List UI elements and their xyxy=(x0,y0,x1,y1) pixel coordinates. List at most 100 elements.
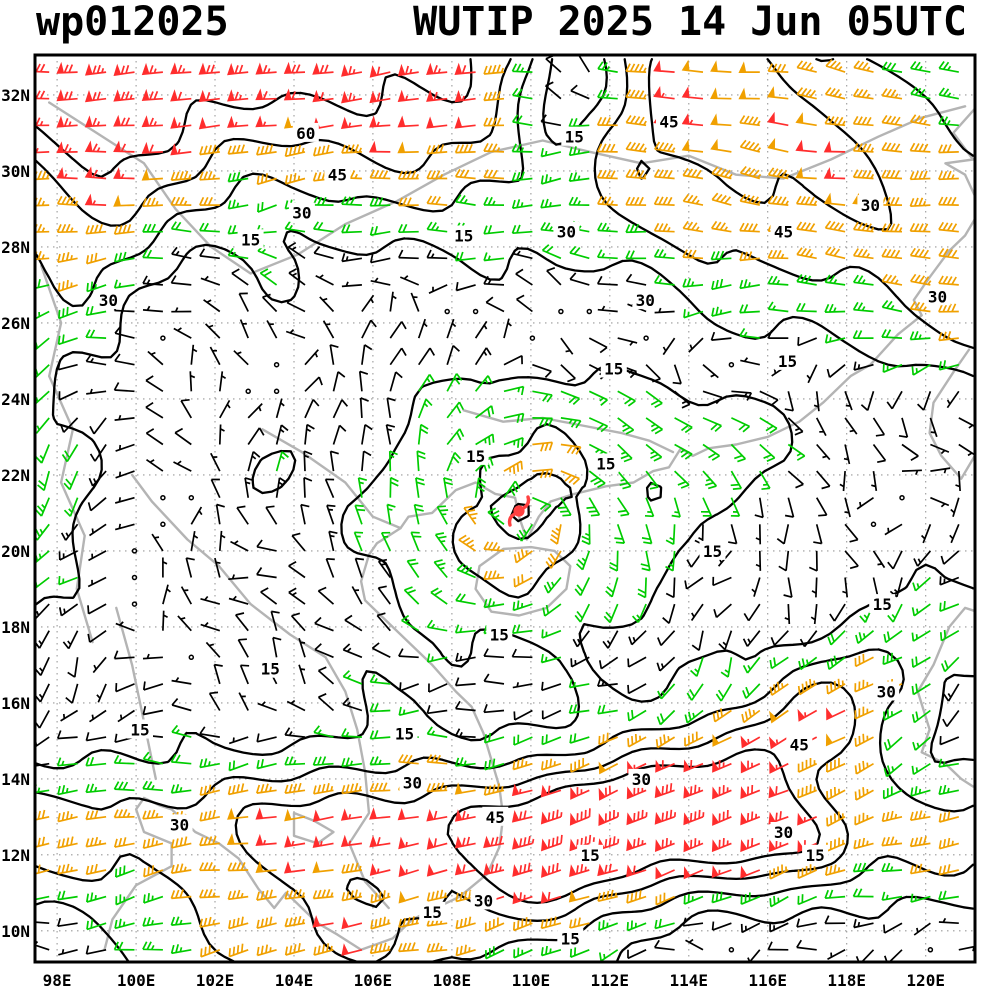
wind-barb xyxy=(712,576,732,587)
wind-barb xyxy=(796,918,817,928)
wind-barb xyxy=(824,889,846,900)
contour-label: 15 xyxy=(261,660,280,679)
wind-barb xyxy=(511,624,533,634)
wind-barb xyxy=(426,754,448,765)
wind-barb xyxy=(410,531,422,552)
wind-barb xyxy=(540,221,561,233)
wind-barb xyxy=(454,624,476,634)
wind-barb xyxy=(626,837,647,852)
wind-barb xyxy=(824,115,846,127)
wind-barb xyxy=(369,835,391,848)
wind-barb xyxy=(512,682,533,689)
wind-barb xyxy=(570,757,590,773)
wind-barb xyxy=(458,534,477,552)
wind-barb xyxy=(787,470,804,489)
wind-barb xyxy=(881,142,903,153)
wind-barb xyxy=(511,143,533,153)
wind-barb xyxy=(913,550,932,567)
wind-barb-calm xyxy=(131,548,138,554)
wind-barb xyxy=(143,893,164,904)
wind-barb xyxy=(938,221,959,233)
x-tick-label: 98E xyxy=(43,971,72,989)
wind-barb xyxy=(797,812,818,826)
wind-barb xyxy=(304,399,320,419)
coastline xyxy=(916,690,975,788)
wind-barb xyxy=(826,364,846,378)
wind-barb xyxy=(909,330,931,341)
wind-barb xyxy=(653,248,675,260)
wind-barb xyxy=(711,921,732,931)
wind-barb xyxy=(684,576,704,590)
wind-barb xyxy=(170,275,192,286)
wind-barb xyxy=(930,467,951,474)
wind-barb xyxy=(113,837,135,848)
wind-barb xyxy=(210,452,221,472)
wind-barb xyxy=(57,252,78,264)
contour-label-box xyxy=(419,901,446,921)
contour-label-box xyxy=(869,594,896,614)
wind-barb xyxy=(65,683,79,704)
wind-barb xyxy=(141,168,163,181)
wind-barb xyxy=(35,710,50,729)
wind-barb xyxy=(683,838,704,853)
wind-barb xyxy=(35,90,50,100)
wind-barb xyxy=(946,390,960,409)
wind-barb-calm xyxy=(273,388,280,395)
wind-barb xyxy=(89,709,107,723)
x-tick-label: 106E xyxy=(354,971,393,989)
x-tick-label: 114E xyxy=(670,971,709,989)
wind-barb xyxy=(417,347,436,366)
wind-barb xyxy=(710,60,732,73)
wind-barb xyxy=(483,570,505,581)
wind-barb xyxy=(63,470,79,491)
wind-barb xyxy=(844,417,858,435)
wind-barb xyxy=(434,532,448,552)
wind-barb xyxy=(398,648,419,659)
wind-barb xyxy=(474,375,493,392)
wind-barb xyxy=(190,530,199,552)
wind-barb xyxy=(540,758,562,771)
wind-barb xyxy=(710,113,732,127)
wind-barb xyxy=(532,468,554,479)
wind-barb-calm xyxy=(728,361,735,368)
wind-barb xyxy=(581,524,591,546)
wind-barb xyxy=(142,751,164,765)
wind-barb xyxy=(332,424,347,445)
wind-barb xyxy=(768,839,789,853)
wind-barb xyxy=(824,220,846,233)
wind-barb xyxy=(56,730,78,740)
wind-barb xyxy=(272,636,282,658)
wind-barb xyxy=(662,603,676,624)
wind-barb xyxy=(511,810,533,823)
wind-barb xyxy=(141,88,163,101)
wind-barb xyxy=(353,531,364,552)
wind-barb xyxy=(227,862,249,872)
wind-barb xyxy=(483,835,505,849)
contour-label-box xyxy=(391,723,418,743)
wind-barb xyxy=(569,947,590,958)
wind-barb xyxy=(57,890,78,901)
wind-barb xyxy=(627,733,647,748)
wind-barb xyxy=(285,329,306,339)
wind-barb xyxy=(742,630,761,647)
wind-barb xyxy=(236,505,249,525)
contour-label-box xyxy=(166,814,193,834)
wind-barb xyxy=(341,782,363,795)
wind-barb xyxy=(454,809,476,822)
wind-barb xyxy=(938,115,959,127)
wind-barb xyxy=(170,89,192,102)
wind-barb xyxy=(454,728,476,738)
wind-barb xyxy=(247,403,263,419)
wind-barb xyxy=(626,809,648,826)
wind-barb xyxy=(603,603,619,624)
wind-barb xyxy=(314,616,334,632)
wind-barb xyxy=(739,139,762,153)
wind-barb xyxy=(683,866,704,880)
x-tick-label: 118E xyxy=(827,971,866,989)
wind-barb-calm xyxy=(160,494,166,501)
wind-barb xyxy=(513,574,533,588)
wind-barb xyxy=(145,401,164,419)
wind-barb xyxy=(474,477,487,498)
wind-barb xyxy=(86,919,107,931)
wind-barb xyxy=(826,757,846,773)
